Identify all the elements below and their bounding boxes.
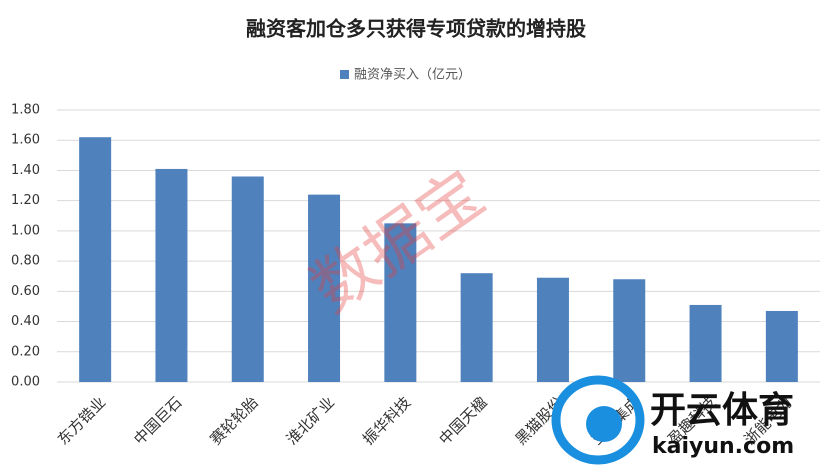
logo-text: 开云体育 bbox=[650, 390, 794, 431]
legend-swatch bbox=[340, 70, 349, 79]
y-tick-label: 1.40 bbox=[11, 163, 40, 178]
chart-title: 融资客加仓多只获得专项贷款的增持股 bbox=[246, 17, 586, 41]
y-tick-label: 1.00 bbox=[11, 223, 40, 238]
logo-url: kaiyun.com bbox=[652, 434, 794, 459]
logo: 开云体育 kaiyun.com bbox=[551, 375, 794, 465]
bar bbox=[613, 279, 646, 382]
bar bbox=[79, 137, 112, 382]
bar bbox=[231, 176, 264, 382]
bar bbox=[765, 310, 798, 382]
y-tick-label: 1.60 bbox=[11, 133, 40, 148]
y-tick-label: 1.80 bbox=[11, 103, 40, 118]
bar bbox=[384, 223, 417, 382]
bar bbox=[460, 273, 493, 382]
bar bbox=[155, 168, 188, 382]
logo-ball bbox=[586, 406, 622, 442]
y-tick-label: 0.60 bbox=[11, 284, 40, 299]
y-tick-label: 0.20 bbox=[11, 344, 40, 359]
y-tick-label: 0.00 bbox=[11, 375, 40, 390]
y-tick-label: 1.20 bbox=[11, 193, 40, 208]
bar bbox=[689, 304, 722, 382]
logo-mark bbox=[551, 375, 645, 465]
y-tick-label: 0.40 bbox=[11, 314, 40, 329]
bar bbox=[308, 194, 341, 382]
legend-label: 融资净买入（亿元） bbox=[354, 68, 471, 83]
y-tick-label: 0.80 bbox=[11, 254, 40, 269]
bar bbox=[536, 277, 569, 382]
